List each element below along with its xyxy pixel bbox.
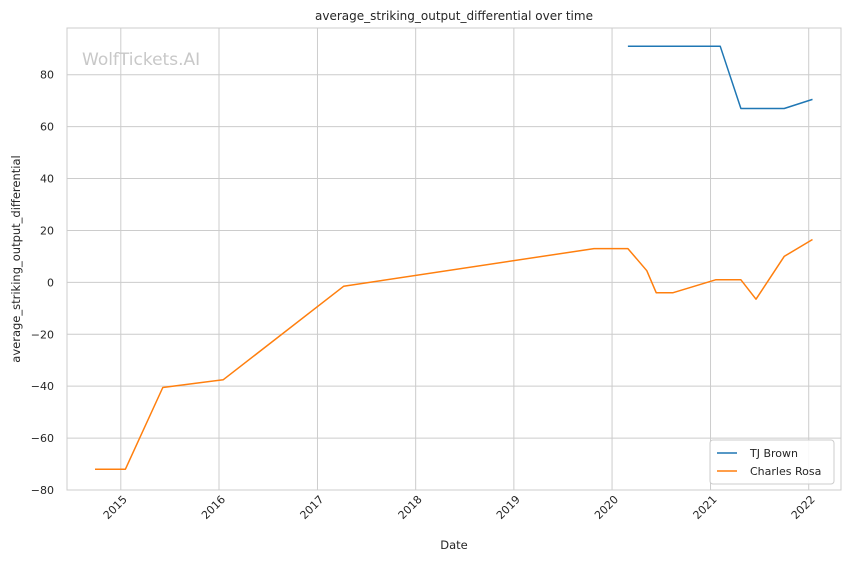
y-tick-label: −40 <box>31 380 54 393</box>
grid-lines <box>67 28 841 491</box>
watermark: WolfTickets.AI <box>82 50 200 70</box>
y-tick-label: 40 <box>40 173 54 186</box>
x-tick-label: 2020 <box>592 493 621 522</box>
chart-title: average_striking_output_differential ove… <box>315 9 593 23</box>
y-tick-label: 60 <box>40 121 54 134</box>
plot-area-frame <box>66 27 842 491</box>
legend-label: TJ Brown <box>749 447 798 460</box>
y-axis-label: average_striking_output_differential <box>9 155 23 362</box>
x-axis-label: Date <box>440 538 468 552</box>
x-tick-label: 2022 <box>789 493 818 522</box>
y-tick-label: −80 <box>31 484 54 497</box>
series-line-tj-brown <box>627 45 813 110</box>
x-tick-label: 2015 <box>101 493 130 522</box>
x-tick-label: 2016 <box>199 493 228 522</box>
legend: TJ Brown Charles Rosa <box>709 439 835 485</box>
x-tick-labels: 2015 2016 2017 2018 2019 2020 2021 2022 <box>101 493 818 522</box>
y-tick-label: 20 <box>40 224 54 237</box>
series-line-charles-rosa <box>95 238 813 470</box>
legend-box <box>709 439 835 485</box>
y-tick-label: 0 <box>47 276 54 289</box>
y-tick-label: −20 <box>31 328 54 341</box>
x-tick-label: 2017 <box>297 493 326 522</box>
x-tick-label: 2019 <box>494 493 523 522</box>
x-tick-label: 2018 <box>396 493 425 522</box>
x-tick-label: 2021 <box>691 493 720 522</box>
series-lines <box>95 45 813 470</box>
y-tick-label: −60 <box>31 432 54 445</box>
y-tick-label: 80 <box>40 69 54 82</box>
legend-label: Charles Rosa <box>750 465 821 478</box>
y-tick-labels: −80 −60 −40 −20 0 20 40 60 80 <box>31 69 54 497</box>
